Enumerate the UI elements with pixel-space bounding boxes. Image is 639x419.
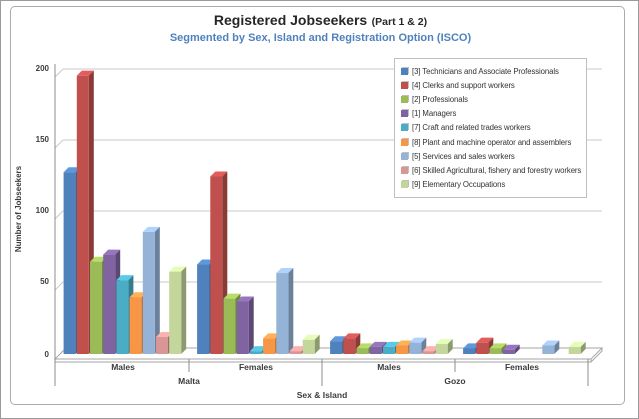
series-color-swatch-icon: [401, 96, 408, 104]
chart-subtitle: Segmented by Sex, Island and Registratio…: [169, 32, 472, 44]
x-category-malta-females: Females: [238, 362, 274, 372]
y-tick-150: 150: [35, 135, 49, 144]
series-color-swatch-icon: [401, 138, 408, 146]
chart-title-suffix: (Part 1 & 2): [371, 16, 428, 28]
legend-item: [1] Managers: [401, 109, 582, 118]
legend-label: [6] Skilled Agricultural, fishery and fo…: [412, 166, 582, 176]
series-color-swatch-icon: [401, 152, 408, 160]
legend-label: [4] Clerks and support workers: [412, 80, 515, 90]
legend-item: [7] Craft and related trades workers: [401, 123, 582, 132]
legend-item: [4] Clerks and support workers: [401, 81, 582, 90]
series-color-swatch-icon: [401, 181, 408, 189]
legend-label: [1] Managers: [412, 109, 457, 119]
chart-legend: [3] Technicians and Associate Profession…: [394, 58, 587, 198]
y-tick-50: 50: [40, 277, 49, 286]
series-color-swatch-icon: [401, 124, 408, 132]
legend-label: [3] Technicians and Associate Profession…: [412, 66, 559, 76]
legend-item: [8] Plant and machine operator and assem…: [401, 138, 582, 147]
legend-item: [6] Skilled Agricultural, fishery and fo…: [401, 166, 582, 175]
x-category-gozo-females: Females: [504, 362, 540, 372]
legend-label: [2] Professionals: [412, 95, 468, 105]
chart-title: Registered Jobseekers (Part 1 & 2): [1, 12, 638, 30]
legend-item: [3] Technicians and Associate Profession…: [401, 67, 582, 76]
legend-item: [2] Professionals: [401, 95, 582, 104]
x-group-gozo: Gozo: [444, 376, 466, 386]
x-group-malta: Malta: [178, 376, 200, 386]
chart-title-main: Registered Jobseekers: [213, 12, 368, 28]
legend-label: [7] Craft and related trades workers: [412, 123, 531, 133]
legend-item: [9] Elementary Occupations: [401, 180, 582, 189]
y-tick-0: 0: [44, 350, 49, 359]
legend-label: [8] Plant and machine operator and assem…: [412, 137, 572, 147]
series-color-swatch-icon: [401, 110, 408, 118]
x-category-gozo-males: Males: [377, 362, 401, 372]
legend-label: [5] Services and sales workers: [412, 151, 515, 161]
y-tick-200: 200: [35, 64, 49, 73]
y-tick-100: 100: [35, 206, 49, 215]
series-color-swatch-icon: [401, 67, 408, 75]
legend-label: [9] Elementary Occupations: [412, 180, 506, 190]
series-color-swatch-icon: [401, 167, 408, 175]
series-color-swatch-icon: [401, 81, 408, 89]
x-category-malta-males: Males: [111, 362, 135, 372]
legend-item: [5] Services and sales workers: [401, 152, 582, 161]
x-axis-title: Sex & Island: [296, 390, 348, 400]
